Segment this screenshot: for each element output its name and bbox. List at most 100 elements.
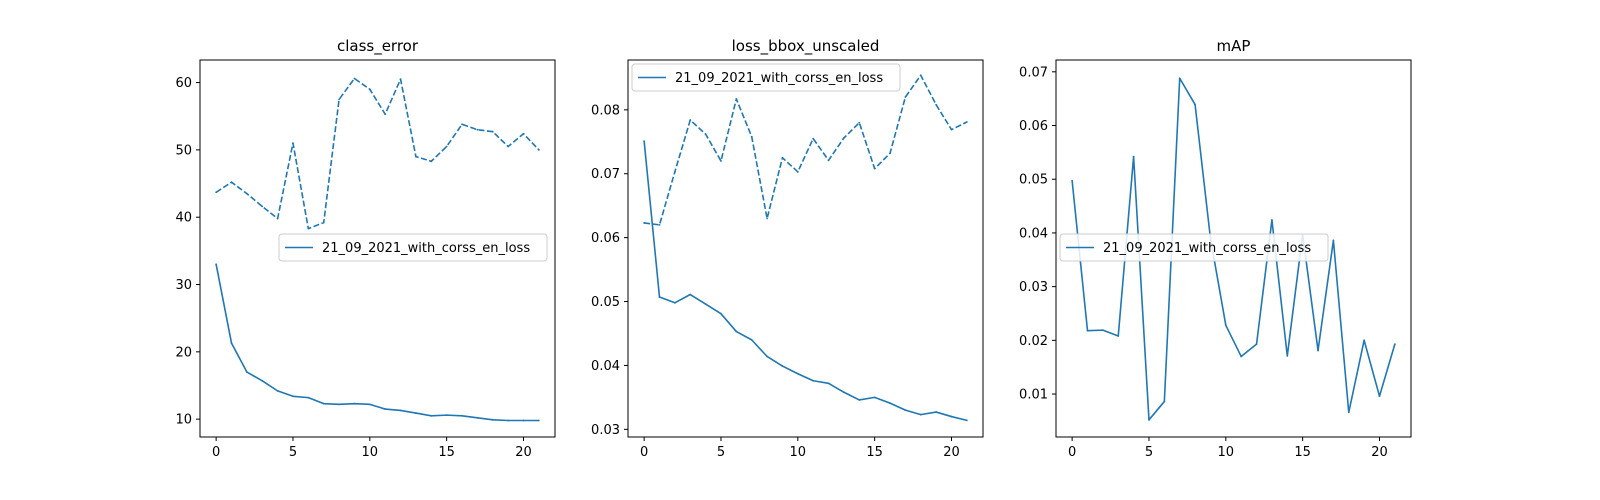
x-tick-label: 0 <box>640 445 648 460</box>
data-point <box>889 152 891 155</box>
data-point <box>415 155 417 158</box>
data-point <box>245 371 248 373</box>
data-point <box>1178 77 1181 80</box>
x-tick-label: 10 <box>790 445 807 460</box>
data-point <box>1378 395 1381 398</box>
y-tick-label: 20 <box>175 345 192 360</box>
data-point <box>215 263 218 266</box>
data-point <box>796 372 799 375</box>
data-point <box>368 88 371 91</box>
x-tick-label: 20 <box>515 445 532 460</box>
x-tick-label: 20 <box>1371 445 1388 460</box>
data-point <box>873 396 876 399</box>
data-point <box>476 128 479 131</box>
data-point <box>338 98 340 101</box>
data-point <box>445 145 448 148</box>
data-point <box>461 123 463 126</box>
data-point <box>858 399 861 401</box>
data-point <box>735 330 738 333</box>
data-point <box>245 192 248 195</box>
legend: 21_09_2021_with_corss_en_loss <box>1059 233 1329 262</box>
data-point <box>292 395 294 398</box>
legend-label: 21_09_2021_with_corss_en_loss <box>675 71 883 86</box>
data-point <box>491 130 494 133</box>
data-point <box>843 391 845 394</box>
data-point <box>965 419 968 422</box>
solid-series-line <box>215 264 539 422</box>
data-point <box>537 148 540 151</box>
data-point <box>843 137 845 139</box>
data-point <box>1071 179 1074 182</box>
y-tick-label: 0.05 <box>591 295 620 310</box>
y-tick-label: 0.01 <box>1019 388 1048 403</box>
data-point <box>353 402 356 405</box>
data-point <box>720 160 722 162</box>
data-point <box>781 365 784 367</box>
x-tick-label: 5 <box>289 445 297 460</box>
data-point <box>904 96 907 98</box>
data-point <box>1194 103 1196 106</box>
y-tick-label: 50 <box>175 143 192 158</box>
data-point <box>307 227 310 230</box>
y-tick-label: 0.06 <box>1019 119 1048 134</box>
data-point <box>935 103 938 106</box>
legend-box <box>631 63 901 92</box>
y-tick-label: 0.08 <box>591 103 620 118</box>
data-point <box>522 132 525 135</box>
x-tick-label: 5 <box>1145 445 1153 460</box>
data-point <box>950 415 953 418</box>
dashed-series-line <box>215 77 540 230</box>
axes-frame <box>199 59 556 438</box>
data-point <box>858 121 861 124</box>
legend-label: 21_09_2021_with_corss_en_loss <box>1103 241 1311 256</box>
data-point <box>889 402 891 405</box>
legend: 21_09_2021_with_corss_en_loss <box>631 63 901 92</box>
data-point <box>430 160 433 163</box>
data-point <box>1224 324 1227 327</box>
data-point <box>1271 219 1273 221</box>
data-point <box>873 167 876 170</box>
data-point <box>537 419 540 422</box>
data-point <box>812 379 815 382</box>
data-point <box>1117 335 1120 337</box>
y-tick-label: 0.06 <box>591 231 620 246</box>
data-point <box>673 301 676 304</box>
y-tick-label: 0.03 <box>1019 280 1048 295</box>
data-point <box>230 181 233 184</box>
data-point <box>430 414 433 417</box>
data-point <box>750 135 753 138</box>
data-point <box>781 156 784 159</box>
data-point <box>322 402 325 405</box>
data-point <box>812 137 815 140</box>
data-point <box>292 142 294 145</box>
data-point <box>1101 329 1104 332</box>
chart-panel-3: mAP 0 5 10 15 20 0.01 0.02 0.03 0.04 0.05 0.06 0.07 2… <box>1019 37 1412 460</box>
data-point <box>827 382 830 385</box>
data-point <box>461 414 463 417</box>
data-point <box>507 419 510 422</box>
data-point <box>368 403 371 406</box>
legend-box <box>1059 233 1329 262</box>
y-tick-label: 40 <box>175 211 192 226</box>
data-point <box>643 140 646 143</box>
data-point <box>1148 418 1150 421</box>
data-point <box>276 389 279 392</box>
data-point <box>1347 411 1350 414</box>
data-point <box>796 170 799 173</box>
y-tick-label: 0.07 <box>1019 65 1048 80</box>
data-point <box>522 419 525 422</box>
data-point <box>415 412 417 415</box>
chart-title: loss_bbox_unscaled <box>732 37 880 56</box>
chart-panel-1: class_error 0 5 10 15 20 10 20 30 40 50 60 21_09_202… <box>175 37 556 460</box>
legend-label: 21_09_2021_with_corss_en_loss <box>322 241 530 256</box>
data-point <box>1132 155 1135 158</box>
y-tick-label: 0.04 <box>1019 226 1048 241</box>
y-tick-label: 0.04 <box>591 359 620 374</box>
data-point <box>689 293 692 296</box>
data-point <box>230 342 233 344</box>
data-point <box>1086 329 1089 332</box>
data-point <box>276 217 279 220</box>
y-tick-label: 60 <box>175 76 192 91</box>
dashed-series-line <box>644 74 968 226</box>
